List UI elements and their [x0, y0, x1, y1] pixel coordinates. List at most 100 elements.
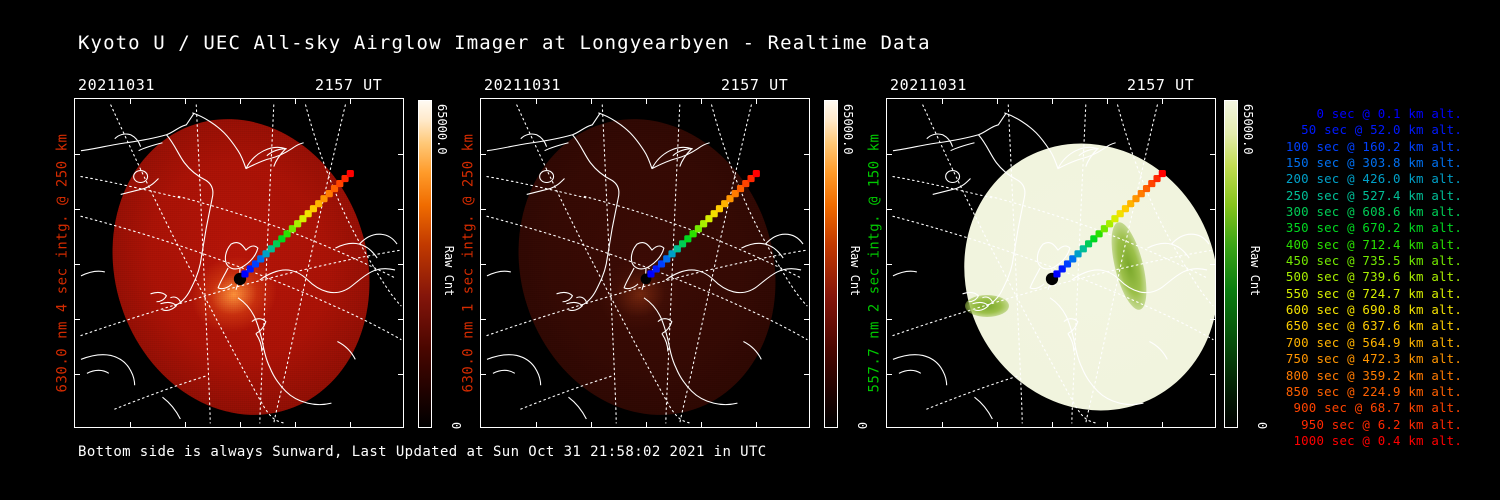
tick: [1210, 374, 1215, 375]
legend-row: 900 sec @ 68.7 km alt.: [1293, 400, 1462, 416]
legend-row: 1000 sec @ 0.4 km alt.: [1293, 432, 1462, 448]
panel-1-axis-label-text: 630.0 nm 4 sec intg. @ 250 km: [54, 133, 70, 393]
tick: [887, 319, 892, 320]
tick: [75, 374, 80, 375]
panel-1-image[interactable]: [74, 98, 404, 428]
legend-row: 200 sec @ 426.0 km alt.: [1285, 171, 1462, 187]
tick: [1210, 264, 1215, 265]
tick: [398, 264, 403, 265]
tick: [185, 99, 186, 104]
legend-row: 350 sec @ 670.2 km alt.: [1285, 220, 1462, 236]
panel-1-colorbar: 65000.0 Raw Cnt 0: [412, 100, 468, 429]
tick: [887, 264, 892, 265]
colorbar-2-max: 65000.0: [841, 104, 855, 155]
tick: [1210, 319, 1215, 320]
tick: [701, 99, 702, 104]
panel-2-image[interactable]: [480, 98, 810, 428]
ccd-noise-overlay: [75, 99, 403, 427]
tick: [130, 99, 131, 104]
tick: [185, 422, 186, 427]
tick: [295, 99, 296, 104]
legend-row: 150 sec @ 303.8 km alt.: [1285, 155, 1462, 171]
tick: [887, 209, 892, 210]
panel-3-image[interactable]: [886, 98, 1216, 428]
page-title: Kyoto U / UEC All-sky Airglow Imager at …: [78, 32, 931, 54]
tick: [756, 422, 757, 427]
tick: [481, 264, 486, 265]
tick: [398, 319, 403, 320]
tick: [804, 374, 809, 375]
tick: [350, 99, 351, 104]
tick: [997, 422, 998, 427]
tick: [887, 374, 892, 375]
panel-2-date: 20211031: [484, 76, 562, 94]
panel-3-date: 20211031: [890, 76, 968, 94]
tick: [942, 422, 943, 427]
tick: [130, 422, 131, 427]
tick: [804, 209, 809, 210]
tick: [75, 264, 80, 265]
tick: [1107, 99, 1108, 104]
airglow-disk-green: [917, 99, 1215, 427]
tick: [398, 209, 403, 210]
colorbar-2-name: Raw Cnt: [848, 245, 862, 297]
tick: [75, 319, 80, 320]
tick: [295, 422, 296, 427]
panel-1-axis-label: 630.0 nm 4 sec intg. @ 250 km: [52, 98, 72, 428]
panel-1-plot-area: [75, 99, 403, 427]
tick: [481, 374, 486, 375]
green-aurora-blob: [965, 295, 1009, 317]
tick: [1162, 422, 1163, 427]
tick: [240, 99, 241, 104]
legend-row: 250 sec @ 527.4 km alt.: [1285, 187, 1462, 203]
tick: [398, 154, 403, 155]
panel-3-axis-label-text: 557.7 nm 2 sec intg. @ 150 km: [866, 133, 882, 393]
tick: [481, 319, 486, 320]
tick: [646, 422, 647, 427]
tick: [591, 422, 592, 427]
panel-3-colorbar: 65000.0 Raw Cnt 0: [1218, 100, 1274, 429]
legend-row: 950 sec @ 6.2 km alt.: [1301, 416, 1462, 432]
legend-row: 500 sec @ 739.6 km alt.: [1285, 269, 1462, 285]
colorbar-1-name: Raw Cnt: [442, 245, 456, 297]
tick: [1162, 99, 1163, 104]
legend-row: 750 sec @ 472.3 km alt.: [1285, 351, 1462, 367]
panel-1-date: 20211031: [78, 76, 156, 94]
legend-row: 400 sec @ 712.4 km alt.: [1285, 236, 1462, 252]
tick: [1052, 422, 1053, 427]
panel-3-plot-area: [887, 99, 1215, 427]
tick: [75, 154, 80, 155]
tick: [591, 99, 592, 104]
legend-row: 650 sec @ 637.6 km alt.: [1285, 318, 1462, 334]
tick: [646, 99, 647, 104]
tick: [350, 422, 351, 427]
tick: [804, 264, 809, 265]
legend-row: 600 sec @ 690.8 km alt.: [1285, 302, 1462, 318]
legend-row: 450 sec @ 735.5 km alt.: [1285, 253, 1462, 269]
colorbar-1-max: 65000.0: [435, 104, 449, 155]
legend-row: 300 sec @ 608.6 km alt.: [1285, 204, 1462, 220]
panel-2-axis-label: 630.0 nm 1 sec intg. @ 250 km: [458, 98, 478, 428]
tick: [481, 209, 486, 210]
panel-1-time: 2157 UT: [315, 76, 383, 94]
footer-status-text: Bottom side is always Sunward, Last Upda…: [78, 444, 767, 460]
colorbar-gradient-green: [1224, 100, 1238, 428]
legend-row: 100 sec @ 160.2 km alt.: [1285, 138, 1462, 154]
colorbar-3-max: 65000.0: [1241, 104, 1255, 155]
tick: [1210, 154, 1215, 155]
tick: [942, 99, 943, 104]
tick: [1052, 99, 1053, 104]
legend-row: 50 sec @ 52.0 km alt.: [1301, 122, 1462, 138]
legend-row: 550 sec @ 724.7 km alt.: [1285, 285, 1462, 301]
tick: [804, 154, 809, 155]
panel-3-time: 2157 UT: [1127, 76, 1195, 94]
legend-row: 800 sec @ 359.2 km alt.: [1285, 367, 1462, 383]
panel-2-colorbar: 65000.0 Raw Cnt 0: [818, 100, 874, 429]
panel-2-time: 2157 UT: [721, 76, 789, 94]
tick: [804, 319, 809, 320]
colorbar-3-name: Raw Cnt: [1248, 245, 1262, 297]
tick: [75, 209, 80, 210]
tick: [701, 422, 702, 427]
tick: [997, 99, 998, 104]
tick: [1210, 209, 1215, 210]
